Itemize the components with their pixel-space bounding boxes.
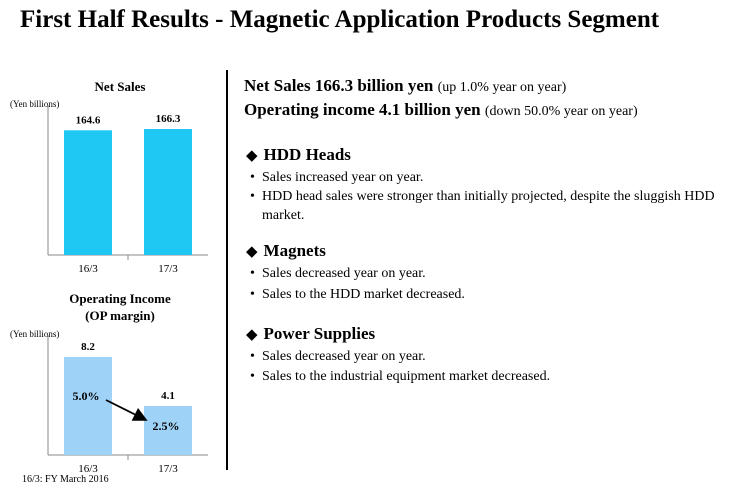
section-hdd-heads-heading: ◆ HDD Heads: [246, 145, 351, 165]
op-income-headline-main: Operating income 4.1 billion yen: [244, 100, 481, 119]
section-power-supplies-heading: ◆ Power Supplies: [246, 324, 375, 344]
net-sales-chart: 164.6 16/3 166.3 17/3: [47, 105, 208, 275]
op-margin-label: 5.0%: [73, 389, 100, 403]
diamond-icon: ◆: [246, 148, 258, 164]
list-item-text: Sales decreased year on year.: [262, 349, 426, 364]
list-item-text: Sales decreased year on year.: [262, 266, 426, 281]
footnote: 16/3: FY March 2016: [22, 474, 109, 485]
list-item: • Sales decreased year on year.: [250, 264, 426, 283]
op-income-value-label: 4.1: [161, 390, 175, 402]
op-income-bar: [64, 357, 112, 455]
op-income-value-label: 8.2: [81, 341, 95, 353]
list-item-text: HDD head sales were stronger than initia…: [262, 189, 715, 223]
list-item: • Sales to the industrial equipment marke…: [250, 367, 550, 386]
net-sales-headline-main: Net Sales 166.3 billion yen: [244, 76, 434, 95]
bullet-icon: •: [250, 189, 255, 204]
list-item: • Sales increased year on year.: [250, 168, 720, 187]
op-income-chart: 8.2 16/3 4.1 17/3 5.0% 2.5%: [47, 335, 208, 475]
net-sales-value-label: 166.3: [156, 113, 181, 125]
list-item: • Sales decreased year on year.: [250, 347, 426, 366]
op-income-category-label: 17/3: [158, 463, 178, 475]
net-sales-headline: Net Sales 166.3 billion yen (up 1.0% yea…: [244, 76, 566, 96]
bullet-icon: •: [250, 349, 255, 364]
list-item-text: Sales to the industrial equipment market…: [262, 369, 551, 384]
op-income-unit-label: (Yen billions): [10, 329, 60, 339]
op-margin-label: 2.5%: [153, 419, 180, 433]
net-sales-category-label: 17/3: [158, 263, 178, 275]
bullet-icon: •: [250, 287, 255, 302]
bullet-icon: •: [250, 369, 255, 384]
net-sales-category-label: 16/3: [78, 263, 98, 275]
op-income-category-label: 16/3: [78, 463, 98, 475]
net-sales-headline-note: (up 1.0% year on year): [437, 80, 567, 95]
list-item-text: Sales increased year on year.: [262, 170, 424, 185]
op-income-headline-note: (down 50.0% year on year): [484, 104, 638, 119]
op-income-chart-subtitle: (OP margin): [85, 308, 155, 323]
net-sales-bar: [64, 130, 112, 255]
section-power-supplies-title: Power Supplies: [263, 324, 376, 343]
list-item-text: Sales to the HDD market decreased.: [262, 287, 465, 302]
diamond-icon: ◆: [246, 327, 258, 343]
page-title: First Half Results - Magnetic Applicatio…: [20, 6, 660, 33]
section-magnets-heading: ◆ Magnets: [246, 241, 326, 261]
bullet-icon: •: [250, 170, 255, 185]
section-hdd-heads-title: HDD Heads: [263, 145, 351, 164]
list-item: • HDD head sales were stronger than initi…: [250, 187, 722, 225]
section-magnets-title: Magnets: [263, 241, 326, 260]
net-sales-bar: [144, 129, 192, 255]
list-item: • Sales to the HDD market decreased.: [250, 285, 465, 304]
bullet-icon: •: [250, 266, 255, 281]
net-sales-value-label: 164.6: [76, 114, 101, 126]
net-sales-unit-label: (Yen billions): [10, 99, 60, 109]
diamond-icon: ◆: [246, 244, 258, 260]
op-income-chart-title: Operating Income (OP margin): [40, 290, 200, 324]
net-sales-chart-title: Net Sales: [94, 79, 146, 94]
vertical-divider: [226, 70, 228, 470]
op-income-bar: [144, 406, 192, 455]
op-margin-arrow: [105, 399, 148, 421]
op-income-headline: Operating income 4.1 billion yen (down 5…: [244, 100, 638, 120]
op-income-chart-title-line1: Operating Income: [69, 291, 171, 306]
